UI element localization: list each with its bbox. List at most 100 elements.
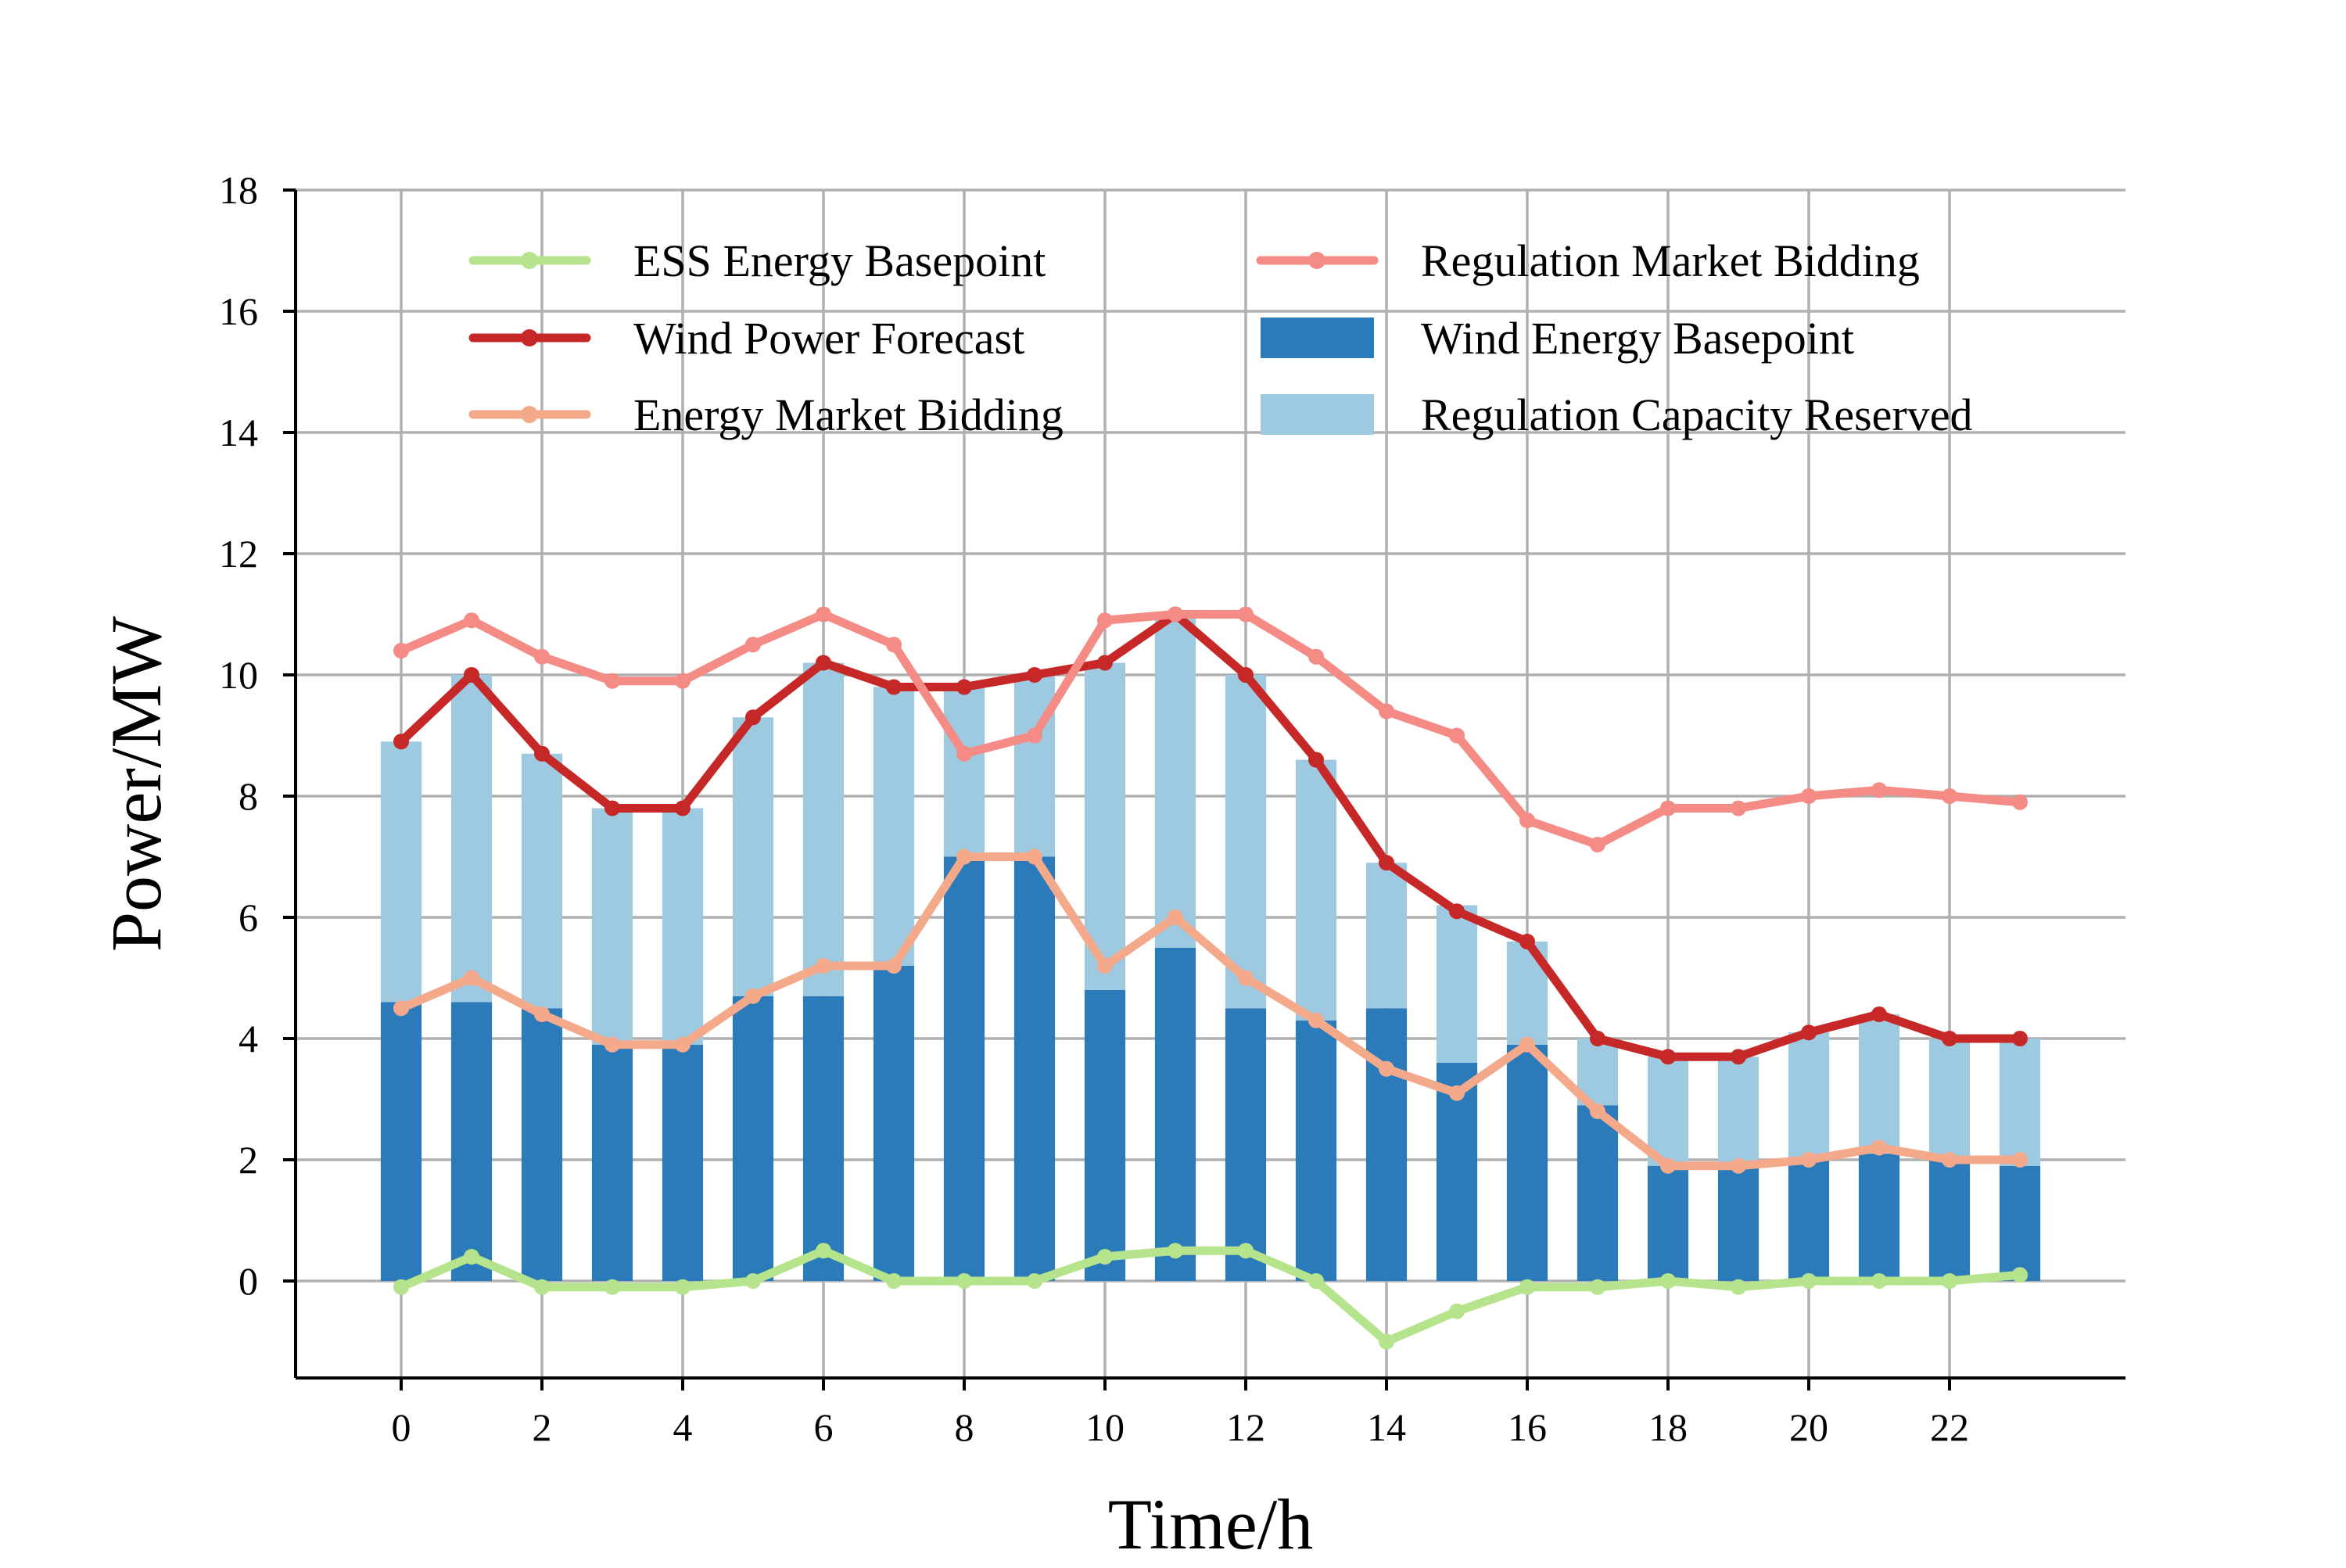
point-energy-market-bidding [675,1036,691,1053]
point-ess-energy-basepoint [1660,1273,1676,1289]
bar-regulation-capacity-reserved [1084,662,1126,990]
y-tick-label: 16 [219,289,258,333]
legend: ESS Energy Basepoint Regulation Market Bi… [468,235,1972,440]
bar-regulation-capacity-reserved [1225,675,1267,1009]
bar-regulation-capacity-reserved [1858,1014,1900,1154]
point-ess-energy-basepoint [534,1279,550,1295]
point-ess-energy-basepoint [1027,1273,1042,1289]
bar-regulation-capacity-reserved [1647,1057,1689,1166]
point-wind-power-forecast [886,679,902,695]
point-energy-market-bidding [534,1006,550,1022]
bar-wind-energy-basepoint [662,1044,704,1281]
point-ess-energy-basepoint [1308,1273,1324,1289]
x-tick-label: 14 [1367,1405,1406,1449]
y-tick-label: 4 [239,1017,258,1060]
point-energy-market-bidding [956,849,972,865]
point-energy-market-bidding [816,958,831,974]
point-ess-energy-basepoint [2012,1267,2028,1283]
point-energy-market-bidding [1168,910,1183,925]
point-wind-power-forecast [745,709,761,726]
point-regulation-market-bidding [1027,727,1042,744]
point-energy-market-bidding [1379,1060,1394,1077]
point-wind-power-forecast [1942,1031,1957,1046]
point-regulation-market-bidding [675,673,691,689]
y-tick-label: 12 [219,532,258,576]
point-regulation-market-bidding [1801,788,1817,804]
bar-wind-energy-basepoint [521,1008,563,1281]
axes [294,190,2125,1380]
legend-label: Energy Market Bidding [633,389,1064,440]
bar-regulation-capacity-reserved [1788,1032,1830,1160]
point-ess-energy-basepoint [1519,1279,1535,1295]
y-tick-label: 6 [239,895,258,939]
bar-wind-energy-basepoint [591,1044,633,1281]
point-ess-energy-basepoint [464,1249,479,1265]
bar-wind-energy-basepoint [1717,1165,1760,1281]
point-regulation-market-bidding [1731,800,1746,816]
point-regulation-market-bidding [464,612,479,629]
point-energy-market-bidding [1871,1139,1887,1156]
point-energy-market-bidding [1801,1152,1817,1168]
bar-wind-energy-basepoint [1225,1008,1267,1281]
point-regulation-market-bidding [1238,606,1254,623]
x-tick-label: 4 [673,1405,693,1449]
bar-wind-energy-basepoint [1577,1105,1619,1281]
legend-label: ESS Energy Basepoint [633,235,1046,286]
point-energy-market-bidding [1942,1152,1957,1168]
point-wind-power-forecast [604,800,620,816]
x-tick-label: 12 [1226,1405,1265,1449]
bar-wind-energy-basepoint [450,1002,493,1281]
point-regulation-market-bidding [1590,837,1605,852]
y-tick-label: 0 [239,1259,258,1303]
bar-wind-energy-basepoint [1928,1160,1971,1281]
bar-regulation-capacity-reserved [1436,905,1478,1063]
legend-swatch [1261,394,1374,435]
point-ess-energy-basepoint [1238,1243,1254,1259]
bar-wind-energy-basepoint [1295,1020,1337,1281]
point-ess-energy-basepoint [675,1279,691,1295]
point-ess-energy-basepoint [956,1273,972,1289]
point-ess-energy-basepoint [745,1273,761,1289]
point-energy-market-bidding [2012,1152,2028,1168]
legend-marker [521,406,538,423]
point-ess-energy-basepoint [886,1273,902,1289]
point-wind-power-forecast [1238,667,1254,683]
point-wind-power-forecast [1801,1024,1817,1041]
point-ess-energy-basepoint [1097,1249,1113,1265]
point-regulation-market-bidding [1168,606,1183,623]
point-wind-power-forecast [1871,1006,1887,1022]
x-axis-title: Time/h [1108,1484,1313,1564]
point-ess-energy-basepoint [816,1243,831,1259]
y-tick-label: 2 [239,1138,258,1182]
x-tick-label: 10 [1085,1405,1125,1449]
bar-wind-energy-basepoint [1999,1165,2041,1281]
bar-wind-energy-basepoint [1013,856,1056,1281]
point-regulation-market-bidding [1660,800,1676,816]
bar-regulation-capacity-reserved [1999,1039,2041,1166]
legend-marker [521,329,538,346]
bar-regulation-capacity-reserved [1295,759,1337,1021]
point-regulation-market-bidding [604,673,620,689]
y-tick-label: 18 [219,168,258,212]
bar-wind-energy-basepoint [943,856,985,1281]
point-ess-energy-basepoint [1449,1303,1465,1319]
point-regulation-market-bidding [956,745,972,762]
gridlines [296,188,2125,1378]
bar-regulation-capacity-reserved [380,741,422,1003]
point-energy-market-bidding [1660,1157,1676,1174]
point-ess-energy-basepoint [1379,1333,1394,1350]
point-ess-energy-basepoint [604,1279,620,1295]
line-ess-energy-basepoint [396,1246,2025,1346]
point-energy-market-bidding [464,970,479,986]
point-wind-power-forecast [1660,1049,1676,1065]
point-regulation-market-bidding [1308,648,1324,665]
point-wind-power-forecast [675,800,691,816]
x-tick-label: 8 [955,1405,974,1449]
bar-regulation-capacity-reserved [1154,614,1196,948]
series-lines [393,606,2028,1350]
x-tick-label: 6 [814,1405,834,1449]
point-energy-market-bidding [393,1000,409,1017]
bar-regulation-capacity-reserved [1717,1057,1760,1166]
point-regulation-market-bidding [816,606,831,623]
